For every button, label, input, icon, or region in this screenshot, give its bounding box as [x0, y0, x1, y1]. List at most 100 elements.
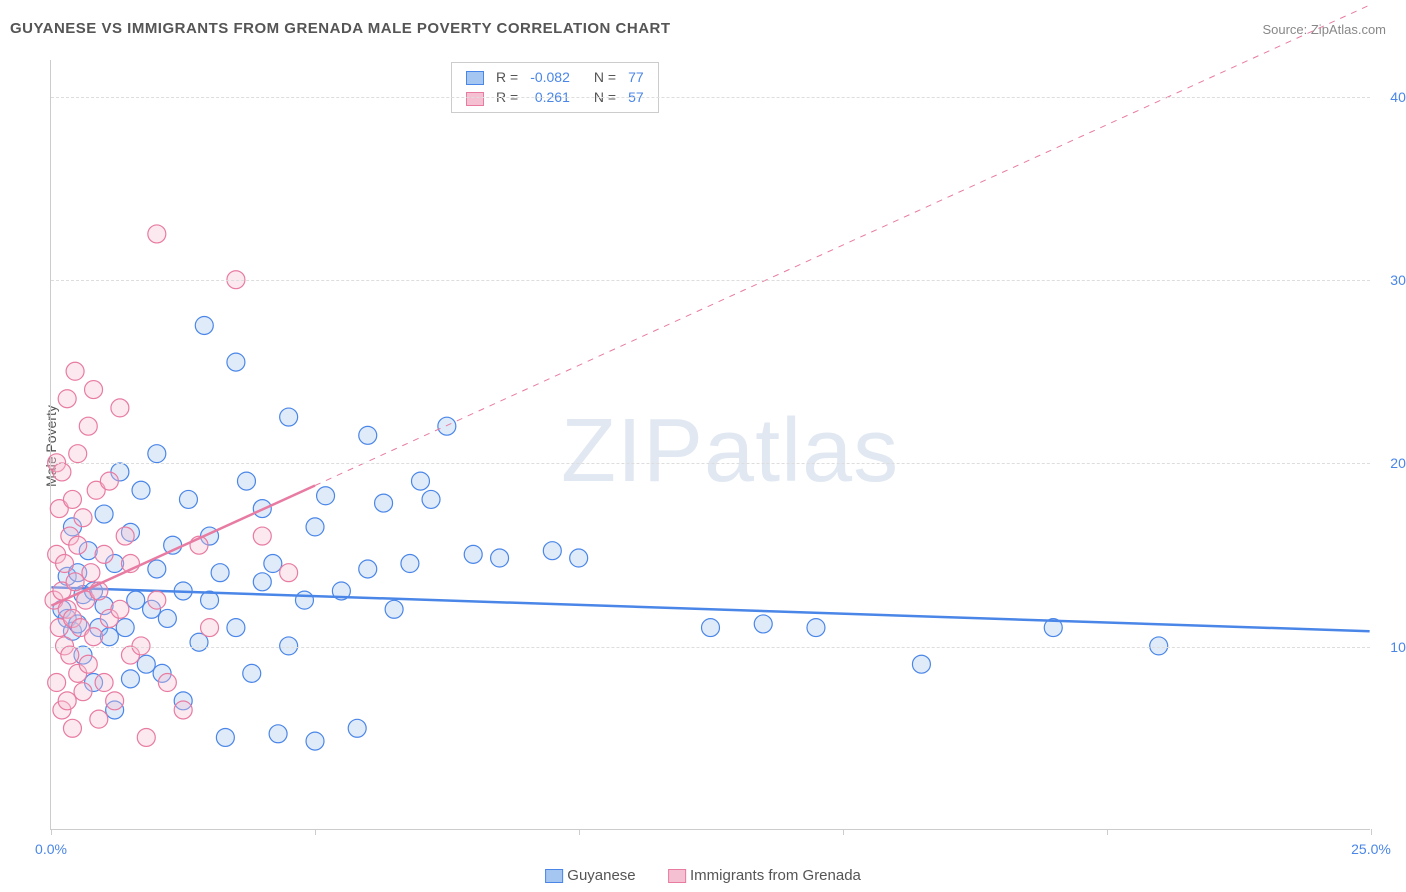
- scatter-point: [63, 490, 81, 508]
- scatter-point: [807, 619, 825, 637]
- scatter-point: [158, 674, 176, 692]
- series-legend: Guyanese Immigrants from Grenada: [531, 867, 875, 884]
- scatter-point: [79, 417, 97, 435]
- gridline: [51, 280, 1370, 281]
- scatter-point: [227, 619, 245, 637]
- scatter-point: [116, 527, 134, 545]
- swatch-series-1: [466, 71, 484, 85]
- swatch-bottom-2: [668, 869, 686, 883]
- x-tick-label: 0.0%: [35, 841, 67, 857]
- scatter-point: [269, 725, 287, 743]
- scatter-point: [253, 573, 271, 591]
- scatter-point: [237, 472, 255, 490]
- n-value-1: 77: [622, 67, 650, 87]
- scatter-point: [116, 619, 134, 637]
- scatter-point: [148, 225, 166, 243]
- scatter-point: [359, 426, 377, 444]
- scatter-point: [158, 609, 176, 627]
- scatter-point: [95, 505, 113, 523]
- scatter-point: [543, 542, 561, 560]
- scatter-point: [90, 710, 108, 728]
- plot-area: ZIPatlas R = -0.082 N = 77 R = 0.261: [50, 60, 1370, 830]
- scatter-point: [317, 487, 335, 505]
- scatter-point: [69, 536, 87, 554]
- scatter-point: [179, 490, 197, 508]
- scatter-point: [359, 560, 377, 578]
- scatter-point: [201, 619, 219, 637]
- scatter-point: [74, 509, 92, 527]
- r-label-1: R =: [490, 67, 524, 87]
- scatter-point: [95, 545, 113, 563]
- scatter-point: [74, 683, 92, 701]
- scatter-point: [253, 527, 271, 545]
- scatter-point: [58, 692, 76, 710]
- x-tick-label: 25.0%: [1351, 841, 1391, 857]
- scatter-point: [570, 549, 588, 567]
- scatter-point: [56, 555, 74, 573]
- swatch-bottom-1: [545, 869, 563, 883]
- scatter-point: [95, 674, 113, 692]
- scatter-point: [174, 701, 192, 719]
- y-tick-label: 10.0%: [1375, 639, 1406, 655]
- scatter-point: [912, 655, 930, 673]
- scatter-point: [280, 564, 298, 582]
- scatter-point: [106, 692, 124, 710]
- scatter-point: [111, 399, 129, 417]
- scatter-point: [464, 545, 482, 563]
- legend-item-2: Immigrants from Grenada: [668, 867, 861, 884]
- scatter-point: [48, 674, 66, 692]
- scatter-point: [216, 728, 234, 746]
- scatter-point: [66, 362, 84, 380]
- x-tick: [1371, 829, 1372, 835]
- scatter-point: [227, 353, 245, 371]
- scatter-point: [58, 390, 76, 408]
- scatter-point: [137, 728, 155, 746]
- scatter-point: [69, 445, 87, 463]
- chart-title: GUYANESE VS IMMIGRANTS FROM GRENADA MALE…: [10, 20, 671, 37]
- legend-item-1: Guyanese: [545, 867, 636, 884]
- gridline: [51, 463, 1370, 464]
- scatter-point: [82, 564, 100, 582]
- scatter-point: [306, 518, 324, 536]
- scatter-point: [491, 549, 509, 567]
- scatter-point: [280, 408, 298, 426]
- scatter-point: [438, 417, 456, 435]
- scatter-point: [61, 646, 79, 664]
- scatter-point: [85, 628, 103, 646]
- scatter-point: [702, 619, 720, 637]
- scatter-point: [111, 600, 129, 618]
- scatter-point: [85, 381, 103, 399]
- correlation-row-1: R = -0.082 N = 77: [460, 67, 650, 87]
- scatter-point: [53, 463, 71, 481]
- y-tick-label: 20.0%: [1375, 455, 1406, 471]
- scatter-point: [63, 719, 81, 737]
- scatter-point: [211, 564, 229, 582]
- scatter-point: [385, 600, 403, 618]
- scatter-point: [148, 445, 166, 463]
- chart-container: GUYANESE VS IMMIGRANTS FROM GRENADA MALE…: [0, 0, 1406, 892]
- scatter-point: [121, 670, 139, 688]
- plot-svg: [51, 60, 1370, 829]
- x-tick: [315, 829, 316, 835]
- scatter-point: [195, 316, 213, 334]
- scatter-point: [401, 555, 419, 573]
- scatter-point: [306, 732, 324, 750]
- scatter-point: [127, 591, 145, 609]
- legend-label-1: Guyanese: [567, 867, 635, 884]
- scatter-point: [148, 591, 166, 609]
- x-tick: [51, 829, 52, 835]
- scatter-point: [148, 560, 166, 578]
- scatter-point: [422, 490, 440, 508]
- gridline: [51, 97, 1370, 98]
- scatter-point: [411, 472, 429, 490]
- source-label: Source: ZipAtlas.com: [1262, 22, 1386, 37]
- swatch-series-2: [466, 92, 484, 106]
- gridline: [51, 647, 1370, 648]
- scatter-point: [79, 655, 97, 673]
- scatter-point: [375, 494, 393, 512]
- scatter-point: [100, 472, 118, 490]
- n-label-1: N =: [588, 67, 622, 87]
- x-tick: [579, 829, 580, 835]
- y-tick-label: 30.0%: [1375, 272, 1406, 288]
- scatter-point: [132, 481, 150, 499]
